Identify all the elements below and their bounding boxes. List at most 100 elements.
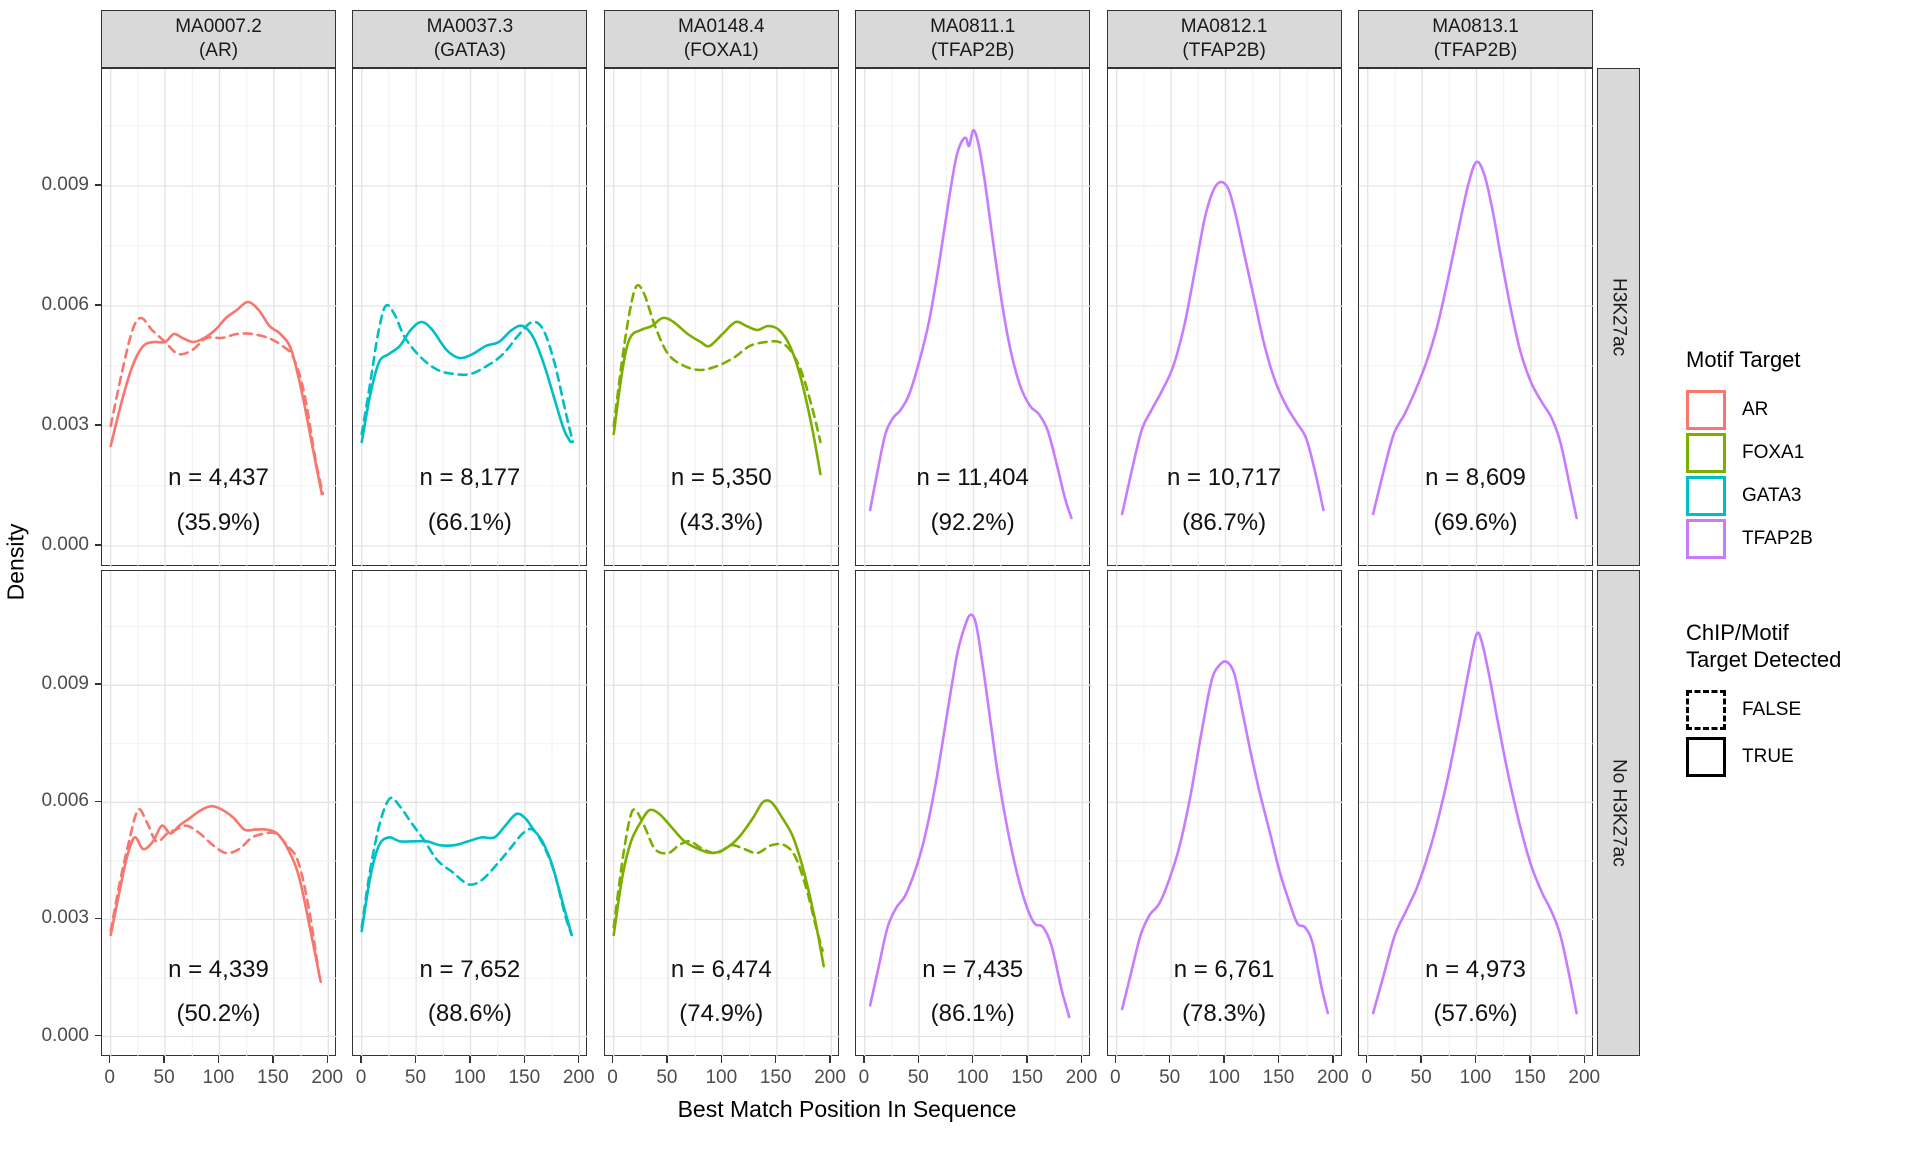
density-curve-TFAP2B-TRUE <box>1120 180 1325 516</box>
facet-annotation-pct: (74.9%) <box>679 1000 764 1028</box>
facet-annotation-pct: (50.2%) <box>176 1000 261 1028</box>
legend-item-true: TRUE <box>1686 736 1916 777</box>
x-tick-label: 150 <box>1262 1067 1295 1088</box>
facet-annotation-n: n = 10,717 <box>1167 464 1282 491</box>
row-strip-label: H3K27ac <box>1608 277 1630 357</box>
x-tick-label: 200 <box>311 1067 344 1088</box>
legend-item-ar: AR <box>1686 389 1916 430</box>
panel-2-1 <box>603 570 840 1057</box>
panel-canvas <box>856 69 1092 567</box>
x-tick-mark <box>1420 1056 1422 1063</box>
y-tick-mark <box>95 1034 101 1037</box>
x-tick-label: 100 <box>454 1067 486 1088</box>
facet-strip-label: MA0037.3 (GATA3) <box>426 16 514 61</box>
x-tick-label: 50 <box>907 1067 929 1088</box>
y-tick-label: 0.000 <box>41 1024 89 1046</box>
x-tick-mark <box>1332 1056 1334 1063</box>
facet-annotation-n: n = 7,435 <box>922 956 1024 984</box>
density-curve-TFAP2B-TRUE <box>868 613 1071 1019</box>
facet-annotation-pct: (35.9%) <box>176 509 261 537</box>
panel-canvas <box>353 571 589 1057</box>
facet-annotation-n: n = 6,474 <box>670 956 772 984</box>
legend-title-motif-target: Motif Target <box>1686 347 1801 372</box>
panel-canvas <box>604 69 840 567</box>
panel-5-0 <box>1358 68 1594 567</box>
facet-annotation-pct: (88.6%) <box>427 1000 512 1028</box>
row-strip-label: No H3K27ac <box>1608 759 1630 867</box>
x-tick-mark <box>1026 1056 1028 1063</box>
x-tick-label: 50 <box>1410 1067 1432 1088</box>
facet-annotation-pct: (66.1%) <box>427 509 512 537</box>
x-axis-title: Best Match Position In Sequence <box>677 1096 1017 1122</box>
legend-title-detected: ChIP/Motif Target Detected <box>1686 619 1916 674</box>
facet-strip-MA0811.1: MA0811.1 (TFAP2B) <box>855 10 1091 68</box>
panel-canvas <box>1107 571 1343 1057</box>
density-curve-GATA3-TRUE <box>360 320 573 444</box>
panel-4-1 <box>1106 570 1343 1057</box>
x-tick-label: 150 <box>759 1067 792 1088</box>
density-curve-FOXA1-TRUE <box>612 316 822 476</box>
x-tick-label: 0 <box>104 1067 115 1088</box>
panel-0-1 <box>101 570 337 1057</box>
y-tick-label: 0.009 <box>41 174 89 195</box>
x-tick-label: 150 <box>1514 1067 1546 1088</box>
x-tick-mark <box>666 1056 668 1063</box>
legend-swatch-gata3 <box>1686 475 1726 516</box>
density-curve-GATA3-FALSE <box>360 796 574 937</box>
x-tick-mark <box>1474 1056 1477 1063</box>
x-tick-label: 100 <box>956 1067 989 1088</box>
facet-annotation-pct: (86.7%) <box>1182 509 1267 537</box>
y-tick-mark <box>95 304 101 306</box>
density-curve-TFAP2B-TRUE <box>868 128 1073 520</box>
x-tick-mark <box>1365 1056 1368 1063</box>
facet-annotation-n: n = 5,350 <box>670 464 772 491</box>
panel-5-1 <box>1358 570 1594 1057</box>
facet-annotation-n: n = 8,609 <box>1425 464 1526 491</box>
panel-1-1 <box>352 570 589 1057</box>
y-tick-label: 0.006 <box>41 790 89 812</box>
x-tick-label: 100 <box>1459 1067 1492 1088</box>
facet-annotation-pct: (78.3%) <box>1182 1000 1267 1028</box>
legend-swatch-tfap2b <box>1686 518 1726 559</box>
x-tick-mark <box>1529 1056 1531 1063</box>
facet-strip-label: MA0148.4 (FOXA1) <box>677 16 765 61</box>
panel-0-0 <box>101 68 337 567</box>
facet-annotation-n: n = 4,973 <box>1425 956 1526 984</box>
panel-3-1 <box>855 570 1092 1057</box>
x-tick-mark <box>414 1056 417 1063</box>
x-tick-label: 200 <box>1317 1067 1349 1088</box>
legend-label: GATA3 <box>1742 484 1802 506</box>
legend-title-detected-line1: ChIP/Motif <box>1686 619 1789 645</box>
x-tick-label: 50 <box>153 1067 175 1088</box>
legend-label: FALSE <box>1742 698 1802 720</box>
panel-canvas <box>102 69 337 567</box>
x-tick-label: 150 <box>257 1067 289 1088</box>
y-tick-mark <box>95 917 101 920</box>
legend-item-tfap2b: TFAP2B <box>1686 518 1916 559</box>
x-tick-label: 0 <box>858 1067 870 1088</box>
y-tick-label: 0.009 <box>41 673 89 695</box>
legend-keys-detected: FALSE TRUE <box>1686 689 1916 777</box>
panel-canvas <box>604 571 840 1057</box>
y-tick-label: 0.003 <box>41 414 89 435</box>
x-tick-mark <box>720 1056 723 1063</box>
density-curve-AR-TRUE <box>109 804 322 984</box>
x-tick-mark <box>829 1056 831 1063</box>
legend-swatch-foxa1 <box>1686 432 1726 473</box>
legend-item-false: FALSE <box>1686 689 1916 730</box>
legend-label: FOXA1 <box>1742 441 1805 463</box>
facet-strip-MA0148.4: MA0148.4 (FOXA1) <box>603 10 839 68</box>
x-tick-label: 150 <box>508 1067 541 1088</box>
x-tick-mark <box>1114 1056 1117 1063</box>
x-tick-label: 200 <box>1065 1067 1098 1088</box>
facet-annotation-n: n = 6,761 <box>1173 956 1275 984</box>
x-tick-label: 200 <box>562 1067 595 1088</box>
x-tick-mark <box>774 1056 777 1063</box>
facet-annotation-pct: (86.1%) <box>930 1000 1015 1028</box>
panel-canvas <box>353 69 589 567</box>
x-tick-mark <box>917 1056 920 1063</box>
facet-annotation-n: n = 7,652 <box>419 956 521 984</box>
x-tick-label: 100 <box>202 1067 235 1088</box>
legend-item-foxa1: FOXA1 <box>1686 432 1916 473</box>
panel-canvas <box>856 571 1092 1057</box>
